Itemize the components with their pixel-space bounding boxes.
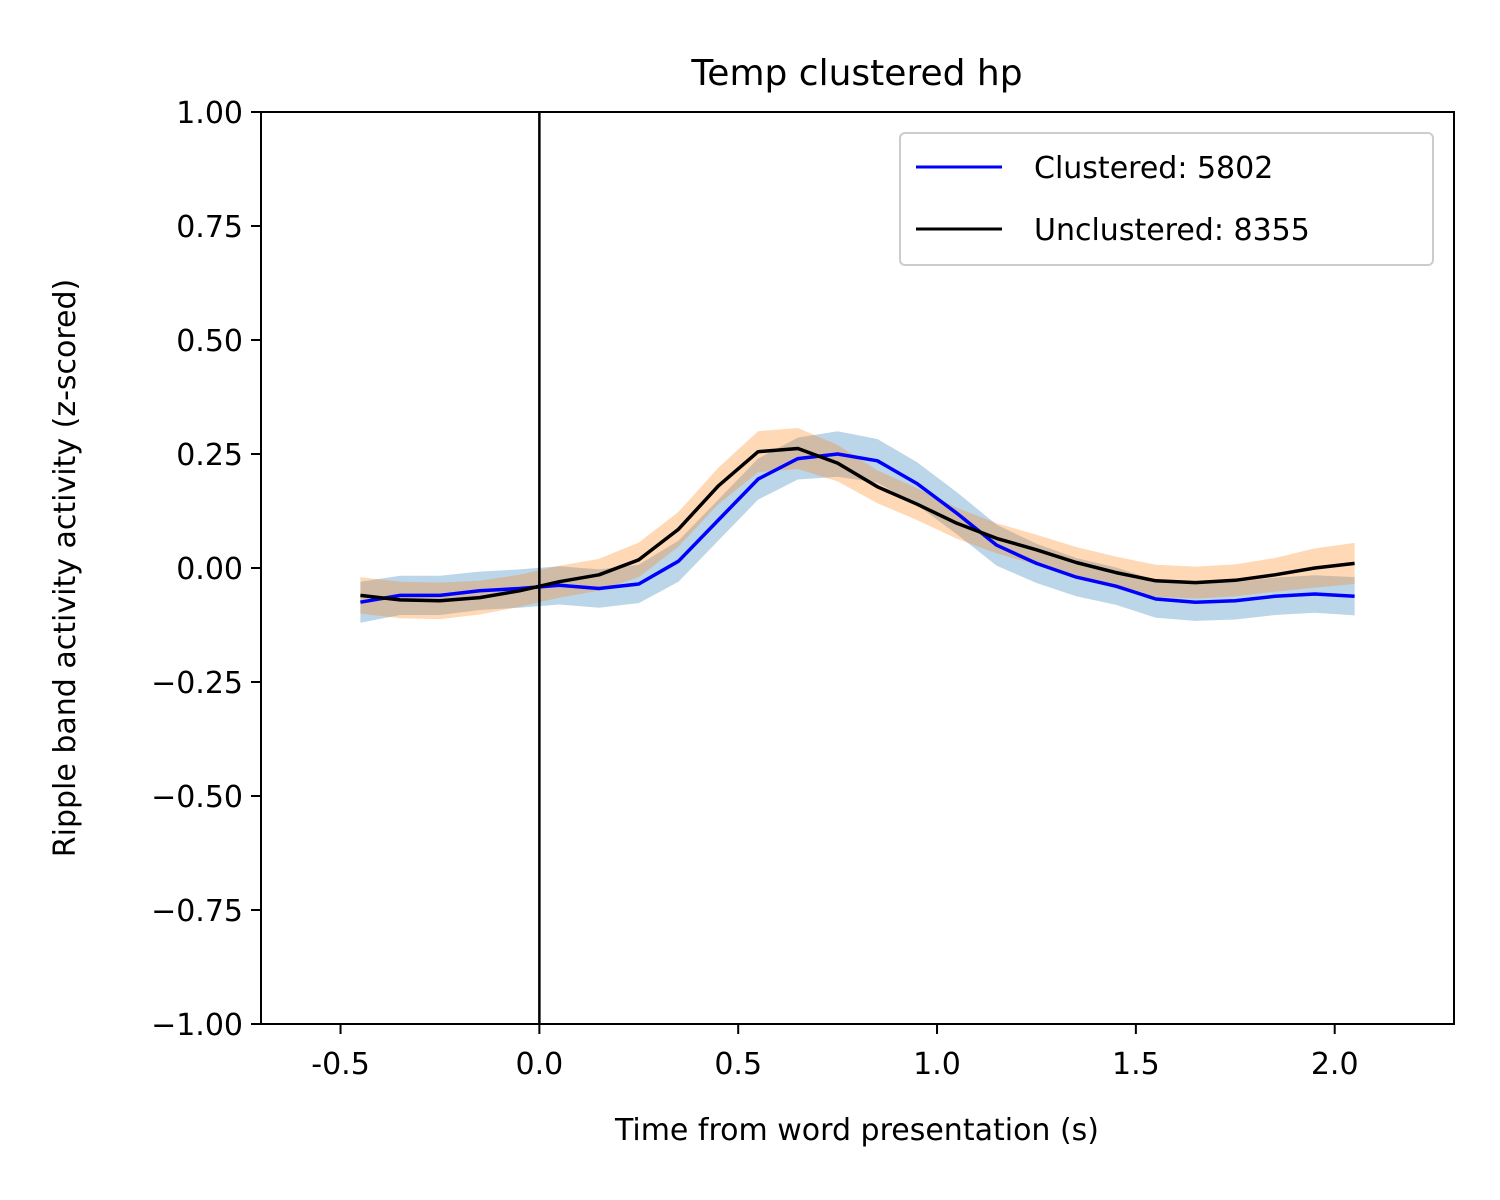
- band-clustered: [360, 431, 1355, 623]
- x-tick-label: 1.5: [1112, 1047, 1160, 1082]
- legend-label-clustered: Clustered: 5802: [1034, 151, 1273, 186]
- y-tick-label: −0.25: [151, 666, 243, 701]
- y-tick-label: 0.50: [176, 324, 243, 359]
- x-tick-label: 1.0: [913, 1047, 961, 1082]
- y-tick-label: 0.00: [176, 552, 243, 587]
- y-tick-label: 0.75: [176, 210, 243, 245]
- y-tick-label: −0.75: [151, 894, 243, 929]
- series-lines: [360, 446, 1355, 604]
- series-line-unclustered: [360, 446, 1355, 603]
- x-tick-label: 0.0: [516, 1047, 564, 1082]
- y-tick-label: 0.25: [176, 438, 243, 473]
- y-tick-label: −0.50: [151, 780, 243, 815]
- legend-label-unclustered: Unclustered: 8355: [1034, 213, 1310, 248]
- y-axis-ticks: 1.00 0.75 0.50 0.25 0.00 −0.25 −0.50 −0.75 −1.00: [151, 96, 261, 1043]
- x-axis-ticks: -0.5 0.0 0.5 1.0 1.5 2.0: [311, 1024, 1359, 1082]
- chart-title: Temp clustered hp: [690, 53, 1022, 94]
- x-tick-label: 2.0: [1311, 1047, 1359, 1082]
- y-tick-label: 1.00: [176, 96, 243, 131]
- y-axis-label: Ripple band activity activity (z-scored): [48, 279, 83, 857]
- legend: Clustered: 5802 Unclustered: 8355: [899, 132, 1434, 266]
- y-tick-label: −1.00: [151, 1008, 243, 1043]
- x-tick-label: 0.5: [714, 1047, 762, 1082]
- x-axis-label: Time from word presentation (s): [614, 1113, 1099, 1148]
- legend-box: [899, 132, 1434, 266]
- x-tick-label: -0.5: [311, 1047, 370, 1082]
